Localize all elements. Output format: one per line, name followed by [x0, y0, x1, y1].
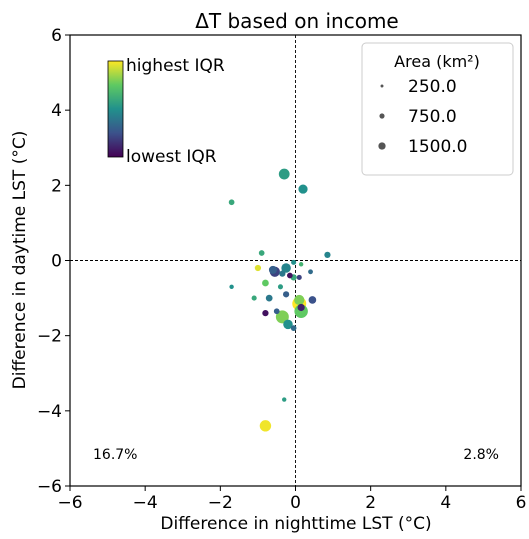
data-point: [281, 263, 291, 273]
data-point: [275, 310, 289, 324]
data-point: [297, 303, 305, 312]
data-point: [298, 184, 308, 194]
data-points: [228, 168, 331, 432]
data-point: [324, 251, 331, 258]
data-point: [287, 272, 293, 279]
data-point: [291, 259, 297, 265]
legend-title: Area (km²): [394, 52, 480, 71]
data-point: [273, 308, 280, 315]
legend-marker: [379, 113, 385, 119]
legend-marker: [378, 142, 386, 150]
data-point: [268, 265, 277, 274]
data-point: [296, 274, 302, 280]
y-axis-ticks: −6 −4 −2 0 2 4 6: [37, 26, 70, 497]
data-point: [259, 420, 272, 432]
legend-label: 250.0: [408, 77, 457, 97]
x-tick-label: 2: [365, 493, 376, 513]
x-tick-label: −2: [208, 493, 233, 513]
y-tick-label: 4: [51, 101, 62, 121]
data-point: [290, 325, 297, 331]
y-axis-label: Difference in daytime LST (°C): [10, 131, 30, 390]
colorbar-high-label: highest IQR: [126, 56, 225, 76]
annotation-right: 2.8%: [463, 447, 499, 463]
data-point: [229, 284, 234, 290]
x-tick-label: −4: [133, 493, 158, 513]
data-point: [254, 264, 262, 272]
data-point: [277, 284, 284, 290]
data-point: [258, 250, 265, 256]
x-tick-label: −6: [57, 493, 82, 513]
data-point: [308, 269, 313, 275]
annotation-left: 16.7%: [93, 447, 137, 463]
colorbar: highest IQR lowest IQR: [107, 56, 225, 167]
legend-box: [361, 42, 514, 176]
legend-label: 750.0: [408, 107, 457, 127]
legend-marker: [380, 84, 384, 88]
x-tick-label: 0: [290, 493, 301, 513]
chart-title: ΔT based on income: [195, 9, 399, 33]
data-point: [228, 199, 235, 206]
x-axis-ticks: −6 −4 −2 0 2 4 6: [57, 486, 526, 513]
data-point: [262, 279, 269, 287]
data-point: [294, 294, 305, 306]
x-axis-label: Difference in nighttime LST (°C): [160, 514, 431, 534]
data-point: [282, 291, 290, 298]
legend: Area (km²) 250.0 750.0 1500.0: [361, 42, 514, 176]
y-tick-label: 2: [51, 176, 62, 196]
data-point: [308, 296, 317, 304]
y-tick-label: −2: [37, 327, 62, 347]
y-tick-label: 6: [51, 26, 62, 46]
data-point: [251, 295, 257, 301]
reference-lines: [70, 35, 521, 486]
y-tick-label: −6: [37, 477, 62, 497]
data-point: [298, 262, 304, 267]
legend-label: 1500.0: [408, 137, 467, 157]
data-point: [278, 168, 290, 180]
colorbar-low-label: lowest IQR: [126, 147, 217, 167]
y-tick-label: 0: [51, 252, 62, 272]
y-tick-label: −4: [37, 402, 62, 422]
data-point: [283, 319, 293, 330]
data-point: [279, 270, 286, 277]
x-tick-label: 4: [440, 493, 451, 513]
x-tick-label: 6: [516, 493, 527, 513]
data-point: [262, 309, 269, 317]
data-point: [265, 294, 273, 302]
data-point: [282, 397, 287, 402]
colorbar-gradient: [107, 60, 124, 158]
